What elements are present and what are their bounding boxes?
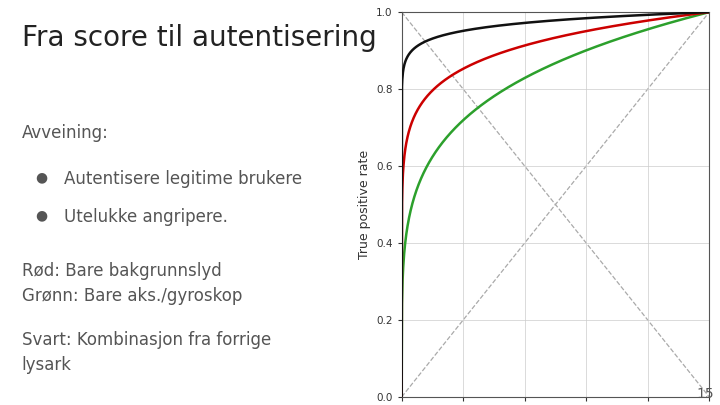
- Text: 15: 15: [697, 387, 714, 401]
- Text: Fra score til autentisering: Fra score til autentisering: [22, 24, 377, 52]
- Y-axis label: True positive rate: True positive rate: [358, 150, 371, 259]
- Text: ●: ●: [36, 170, 48, 184]
- Text: Svart: Kombinasjon fra forrige
lysark: Svart: Kombinasjon fra forrige lysark: [22, 331, 271, 375]
- Text: Utelukke angripere.: Utelukke angripere.: [64, 209, 228, 226]
- Text: Avveining:: Avveining:: [22, 124, 109, 142]
- Text: Rød: Bare bakgrunnslyd
Grønn: Bare aks./gyroskop: Rød: Bare bakgrunnslyd Grønn: Bare aks./…: [22, 262, 242, 305]
- Text: ●: ●: [36, 209, 48, 222]
- Text: Autentisere legitime brukere: Autentisere legitime brukere: [64, 170, 302, 188]
